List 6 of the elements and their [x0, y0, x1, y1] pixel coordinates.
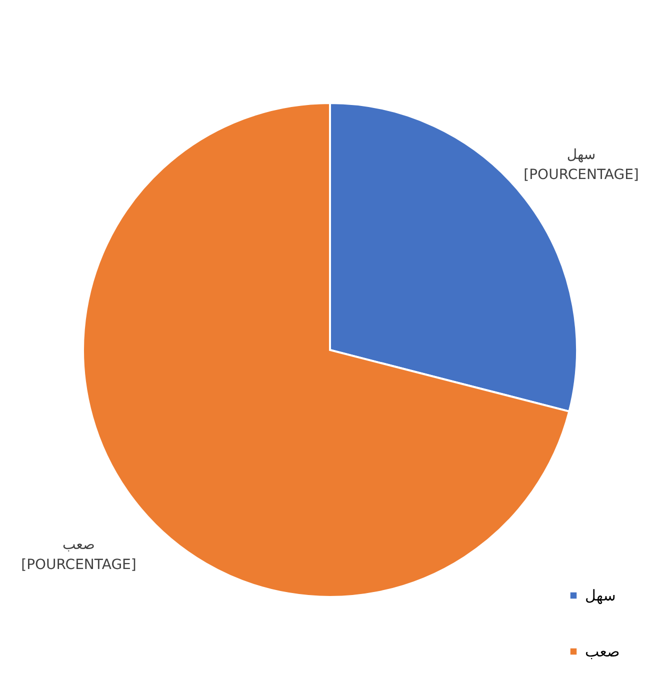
legend-label: صعب [585, 642, 620, 660]
data-label: [POURCENTAGE] [21, 556, 136, 573]
data-label: [POURCENTAGE] [524, 167, 639, 184]
slice-label: سهل [566, 147, 596, 164]
slice-label: صعب [62, 536, 95, 553]
legend-label: سهل [585, 586, 616, 604]
